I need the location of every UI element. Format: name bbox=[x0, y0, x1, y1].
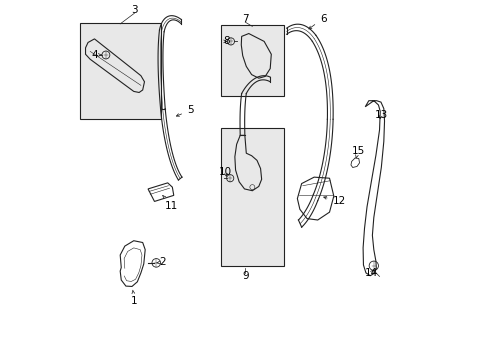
Text: 9: 9 bbox=[242, 271, 248, 281]
Text: 2: 2 bbox=[157, 257, 166, 267]
Text: 4: 4 bbox=[92, 50, 101, 60]
Text: 3: 3 bbox=[131, 5, 138, 15]
Bar bbox=[80, 23, 160, 119]
Text: 1: 1 bbox=[131, 290, 138, 306]
Text: 11: 11 bbox=[163, 195, 178, 211]
Text: 5: 5 bbox=[176, 105, 193, 116]
Text: 14: 14 bbox=[364, 268, 377, 278]
Text: 10: 10 bbox=[219, 167, 232, 177]
Text: 7: 7 bbox=[242, 14, 248, 24]
Text: 8: 8 bbox=[223, 36, 229, 46]
Text: 13: 13 bbox=[374, 110, 387, 120]
Text: 12: 12 bbox=[323, 197, 345, 206]
Bar bbox=[221, 24, 283, 96]
Text: 15: 15 bbox=[351, 146, 364, 158]
Text: 6: 6 bbox=[308, 14, 325, 29]
Bar bbox=[221, 128, 283, 266]
